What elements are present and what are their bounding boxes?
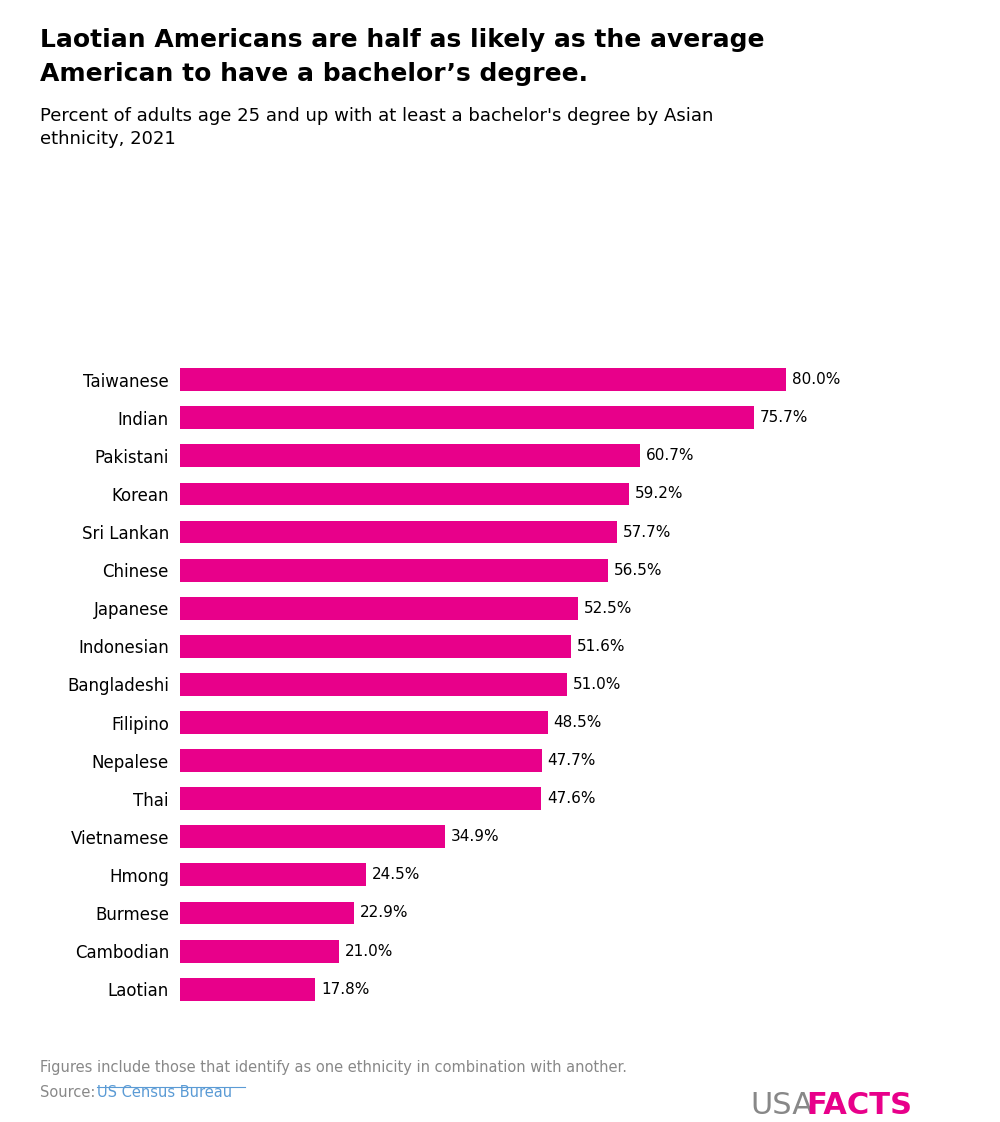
Bar	[180, 939, 339, 963]
Bar	[180, 482, 629, 505]
Text: 51.0%: 51.0%	[573, 677, 621, 692]
Text: Percent of adults age 25 and up with at least a bachelor's degree by Asian
ethni: Percent of adults age 25 and up with at …	[40, 107, 713, 148]
Bar	[180, 711, 548, 734]
Text: 56.5%: 56.5%	[614, 562, 663, 578]
Text: 75.7%: 75.7%	[760, 411, 808, 425]
Bar	[180, 788, 541, 810]
Text: 59.2%: 59.2%	[635, 487, 683, 502]
Bar	[180, 597, 578, 619]
Bar	[180, 444, 640, 467]
Text: USA: USA	[750, 1091, 813, 1120]
Text: 22.9%: 22.9%	[360, 905, 408, 920]
Text: 60.7%: 60.7%	[646, 449, 695, 463]
Text: US Census Bureau: US Census Bureau	[97, 1085, 232, 1100]
Text: Laotian Americans are half as likely as the average: Laotian Americans are half as likely as …	[40, 28, 765, 52]
Text: 47.6%: 47.6%	[547, 791, 595, 807]
Bar	[180, 559, 608, 581]
Bar	[180, 826, 445, 848]
Text: 17.8%: 17.8%	[321, 982, 369, 996]
Bar	[180, 749, 542, 772]
Bar	[180, 635, 571, 657]
Bar	[180, 902, 354, 925]
Bar	[180, 864, 366, 886]
Bar	[180, 521, 617, 543]
Text: 52.5%: 52.5%	[584, 600, 632, 616]
Text: Source:: Source:	[40, 1085, 100, 1100]
Text: Figures include those that identify as one ethnicity in combination with another: Figures include those that identify as o…	[40, 1060, 627, 1075]
Text: 57.7%: 57.7%	[623, 524, 672, 540]
Text: 47.7%: 47.7%	[548, 753, 596, 769]
Text: 48.5%: 48.5%	[554, 715, 602, 730]
Bar	[180, 673, 567, 696]
Text: 51.6%: 51.6%	[577, 638, 626, 654]
Text: American to have a bachelor’s degree.: American to have a bachelor’s degree.	[40, 62, 588, 85]
Bar	[180, 368, 786, 392]
Text: 24.5%: 24.5%	[372, 867, 420, 882]
Text: 34.9%: 34.9%	[451, 829, 499, 845]
Bar	[180, 406, 754, 430]
Text: 21.0%: 21.0%	[345, 944, 394, 958]
Text: 80.0%: 80.0%	[792, 373, 841, 387]
Text: FACTS: FACTS	[806, 1091, 912, 1120]
Bar	[180, 977, 315, 1001]
